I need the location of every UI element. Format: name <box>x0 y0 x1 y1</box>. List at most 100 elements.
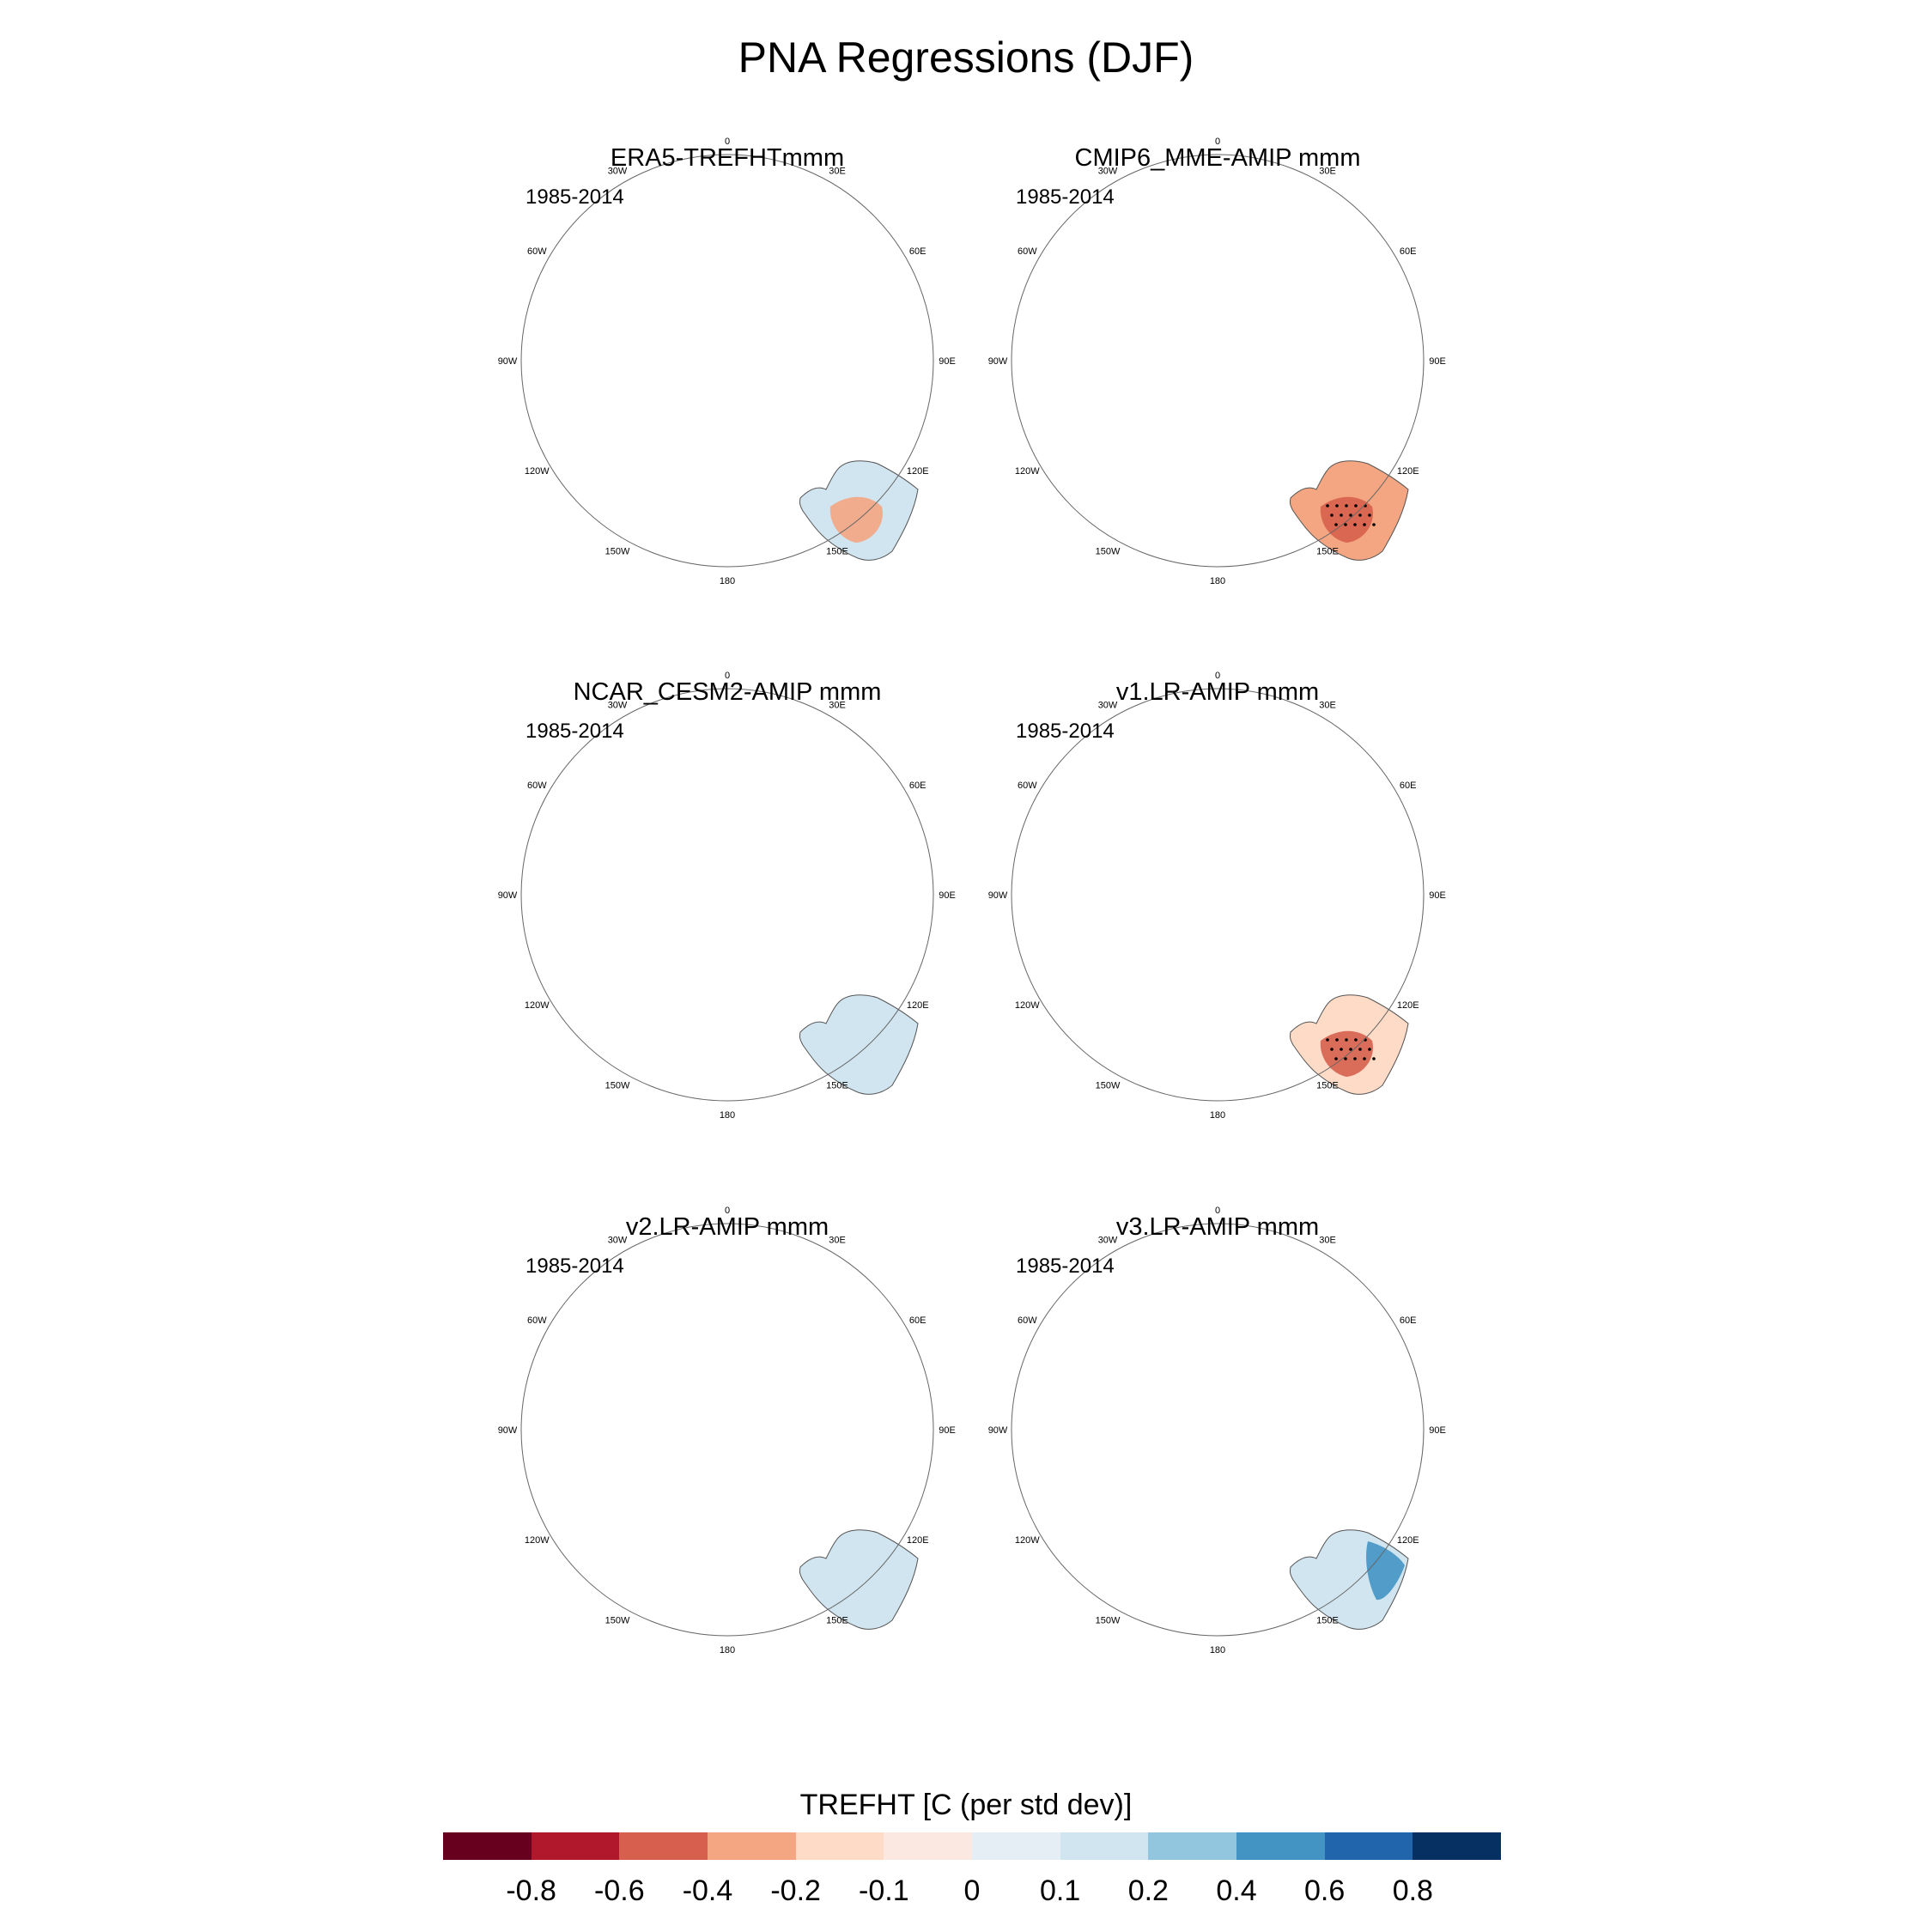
panel-title: v2.LR-AMIP mmm <box>625 1213 829 1241</box>
land-nz <box>1235 1558 1242 1595</box>
significance-dot <box>1274 173 1278 177</box>
colorbar-tick-label: -0.8 <box>506 1874 556 1907</box>
significance-dot <box>562 829 566 833</box>
significance-dot <box>576 290 580 294</box>
longitude-label: 120E <box>1397 1000 1419 1011</box>
longitude-label: 0 <box>1215 1206 1220 1216</box>
significance-dot <box>1354 504 1358 507</box>
longitude-label: 180 <box>720 576 735 586</box>
significance-dot <box>1363 1057 1366 1060</box>
panel-title: CMIP6_MME-AMIP mmm <box>1074 144 1361 172</box>
land-australia <box>799 994 919 1095</box>
significance-dot <box>1326 1038 1329 1042</box>
longitude-label: 150W <box>605 1081 630 1091</box>
significance-dot <box>1252 1428 1255 1431</box>
longitude-label: 90E <box>939 356 956 367</box>
longitude-label: 120W <box>525 1535 550 1546</box>
significance-dot <box>724 1428 727 1431</box>
significance-dot <box>1038 290 1042 294</box>
colorbar <box>443 1832 1502 1860</box>
significance-dot <box>729 884 732 887</box>
significance-dot <box>793 192 796 196</box>
longitude-label: 120E <box>1397 1535 1419 1546</box>
significance-dot <box>1334 523 1338 526</box>
significance-dot <box>738 1419 742 1422</box>
longitude-label: 30E <box>1319 700 1336 710</box>
significance-dot <box>1330 513 1334 517</box>
significance-dot <box>748 1419 751 1422</box>
significance-dot <box>577 820 580 823</box>
longitude-label: 90E <box>1429 890 1446 901</box>
longitude-label: 90W <box>988 356 1008 367</box>
land-samerica <box>534 744 644 854</box>
significance-dot <box>1071 300 1074 303</box>
significance-dot <box>1368 513 1371 517</box>
longitude-label: 30E <box>829 700 846 710</box>
longitude-label: 120W <box>1015 466 1040 477</box>
significance-dot <box>1344 1057 1347 1060</box>
longitude-label: 90E <box>1429 1425 1446 1436</box>
significance-dot <box>1279 183 1282 186</box>
significance-dot <box>762 893 765 896</box>
longitude-label: 150E <box>1316 1616 1339 1626</box>
map-boundary <box>1011 688 1425 1102</box>
significance-dot <box>738 1437 741 1441</box>
significance-dot <box>1214 1428 1218 1431</box>
significance-dot <box>817 1252 820 1255</box>
significance-dot <box>581 829 585 833</box>
significance-dot <box>747 1440 750 1441</box>
significance-dot <box>788 183 792 186</box>
significance-dot <box>1345 1038 1348 1042</box>
significance-dot <box>1288 183 1291 186</box>
longitude-label: 30E <box>1319 166 1336 176</box>
land-antarctica <box>744 905 779 949</box>
significance-dot <box>1048 290 1051 294</box>
significance-dot <box>571 300 574 303</box>
significance-dot <box>1293 173 1297 177</box>
colorbar-tick-label: 0 <box>963 1874 981 1907</box>
longitude-label: 120W <box>1015 1000 1040 1011</box>
panel-title: ERA5-TREFHTmmm <box>610 144 845 172</box>
significance-dot <box>1312 173 1315 177</box>
significance-dot <box>1297 183 1301 186</box>
colorbar-swatch <box>795 1832 884 1860</box>
significance-dot <box>803 173 806 177</box>
colorbar-tick-label: -0.1 <box>859 1874 909 1907</box>
longitude-label: 30W <box>608 700 628 710</box>
significance-dot <box>793 173 797 177</box>
significance-dot <box>1242 1428 1246 1431</box>
significance-dot <box>1283 192 1286 196</box>
significance-dot <box>1224 1428 1227 1431</box>
longitude-label: 120E <box>1397 466 1419 477</box>
significance-dot <box>756 905 760 906</box>
colorbar-tick-label: 0.2 <box>1127 1874 1169 1907</box>
panel-era5: 0 30E 60E 90E 120E 150E 180 150W 120W 90W 60W 30W E… <box>498 137 956 625</box>
significance-dot <box>1340 1048 1343 1051</box>
panel-period: 1985-2014 <box>1016 720 1115 743</box>
colorbar-swatch <box>708 1832 796 1860</box>
panel-cmip6: 0 30E 60E 90E 120E 150E 180 150W 120W 90W 60W 30W C… <box>988 137 1446 625</box>
colorbar-tick-label: 0.8 <box>1392 1874 1433 1907</box>
map-boundary <box>520 154 934 568</box>
colorbar-swatch <box>1413 1832 1502 1860</box>
significance-dot <box>1368 1048 1371 1051</box>
anomaly-patch <box>1366 1541 1405 1601</box>
significance-dot <box>573 811 576 814</box>
colorbar-swatch <box>1324 1832 1413 1860</box>
longitude-label: 120E <box>907 466 929 477</box>
significance-dot <box>738 884 742 887</box>
longitude-label: 120E <box>907 1000 929 1011</box>
significance-dot <box>1316 183 1320 186</box>
longitude-label: 90E <box>939 890 956 901</box>
land-antarctica <box>744 1440 779 1484</box>
significance-dot <box>766 1440 769 1441</box>
polar-map: 0 30E 60E 90E 120E 150E 180 150W 120W 90W 60W 30W <box>988 1206 1446 1656</box>
significance-dot <box>724 893 727 896</box>
map-boundary <box>1011 154 1425 568</box>
colorbar-tick-labels: -0.8 -0.6 -0.4 -0.2 -0.1 0 0.1 0.2 0.4 0.6 0.8 <box>0 1874 1932 1909</box>
significance-dot <box>1344 523 1347 526</box>
longitude-label: 180 <box>720 1110 735 1121</box>
significance-dot <box>784 173 787 177</box>
significance-dot <box>748 884 751 887</box>
panel-cesm2: 0 30E 60E 90E 120E 150E 180 150W 120W 90W 60W 30W N… <box>498 671 956 1159</box>
